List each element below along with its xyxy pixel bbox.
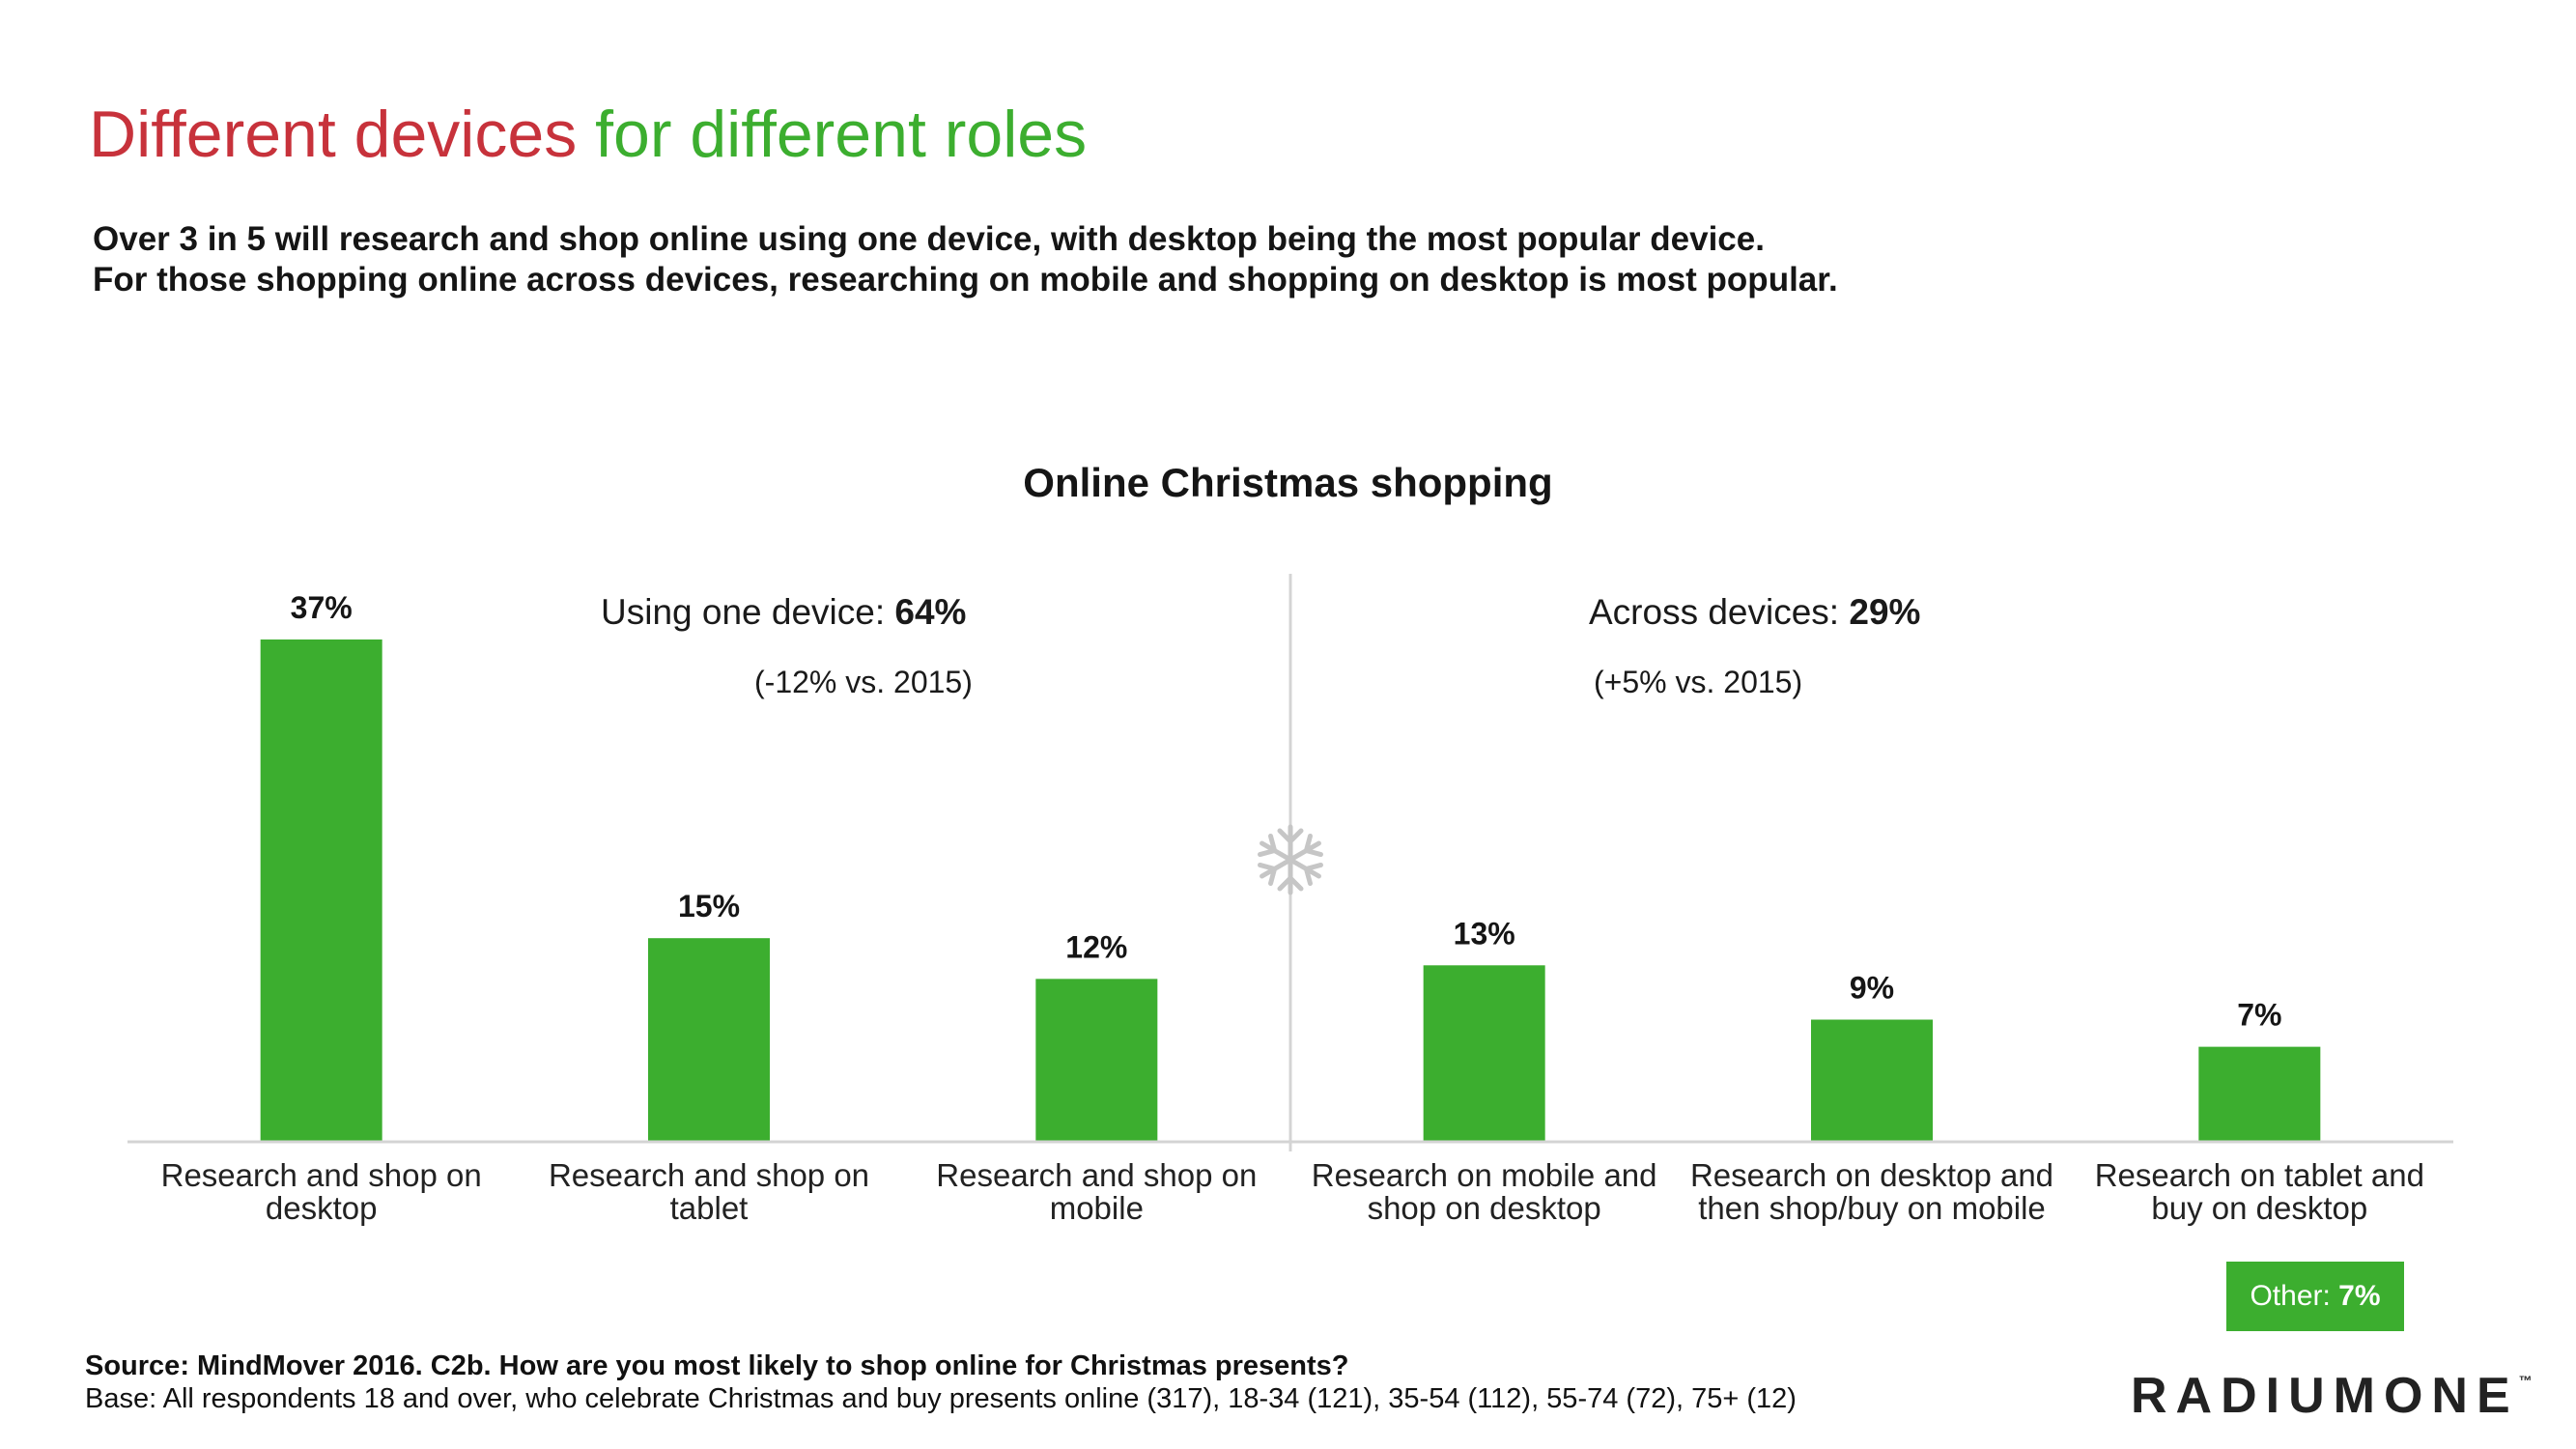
bar	[2198, 1046, 2321, 1142]
bar-value-label: 7%	[2237, 998, 2281, 1033]
bars-layer: 37% 15% 12% 13% 9% 7%	[260, 590, 2321, 1142]
chart-title: Online Christmas shopping	[1023, 460, 1553, 505]
bar	[1811, 1019, 1933, 1142]
bar-value-label: 13%	[1454, 916, 1515, 951]
one-device-note: (-12% vs. 2015)	[754, 665, 973, 699]
category-label-line: Research on tablet and	[2095, 1157, 2424, 1193]
bar	[1423, 965, 1545, 1142]
category-label-line: Research on mobile and	[1312, 1157, 1657, 1193]
bar	[648, 938, 770, 1142]
title-part-red: Different devices	[89, 98, 578, 171]
one-device-label-text: Using one device:	[601, 592, 895, 632]
bar	[1035, 979, 1158, 1142]
logo-text: RADIUMONE	[2131, 1368, 2519, 1424]
other-badge: Other: 7%	[2226, 1262, 2404, 1331]
bar-value-label: 12%	[1065, 929, 1127, 964]
subtitle-line-2: For those shopping online across devices…	[93, 261, 1838, 298]
across-devices-label: Across devices: 29%	[1589, 592, 1920, 633]
across-devices-value: 29%	[1849, 592, 1921, 632]
category-label-line: buy on desktop	[2151, 1190, 2367, 1226]
category-label-line: mobile	[1050, 1190, 1144, 1226]
category-label: Research on tablet and buy on desktop	[2095, 1157, 2424, 1226]
category-label-line: desktop	[266, 1190, 378, 1226]
source-note: Source: MindMover 2016. C2b. How are you…	[85, 1350, 1349, 1381]
one-device-label: Using one device: 64%	[601, 592, 966, 633]
category-label-line: tablet	[670, 1190, 749, 1226]
group-divider	[1258, 574, 1323, 1151]
category-label-line: Research and shop on	[936, 1157, 1257, 1193]
bar-chart: 37%15%12% 13%9%7% Research and shop on des…	[127, 574, 2453, 1226]
bar-value-label: 37%	[291, 590, 353, 625]
one-device-value: 64%	[894, 592, 967, 632]
page-title: Different devices for different roles	[89, 99, 1087, 171]
logo-trademark: ™	[2518, 1373, 2533, 1388]
across-devices-label-text: Across devices:	[1589, 592, 1850, 632]
other-label: Other:	[2250, 1280, 2339, 1312]
base-note: Base: All respondents 18 and over, who c…	[85, 1383, 1797, 1414]
radiumone-logo: RADIUMONE™	[2131, 1367, 2533, 1425]
other-value: 7%	[2338, 1280, 2381, 1312]
bar-value-label: 15%	[678, 889, 740, 923]
across-devices-note: (+5% vs. 2015)	[1594, 665, 1803, 699]
bar-value-label: 9%	[1850, 971, 1894, 1006]
bar	[260, 639, 382, 1142]
snowflake-icon	[1258, 824, 1323, 895]
category-label: Research on desktop and then shop/buy on …	[1690, 1157, 2053, 1226]
category-label: Research and shop on desktop	[161, 1157, 482, 1226]
category-label-line: Research on desktop and	[1690, 1157, 2053, 1193]
category-label-line: shop on desktop	[1368, 1190, 1601, 1226]
category-label: Research and shop on mobile	[936, 1157, 1257, 1226]
subtitle-line-1: Over 3 in 5 will research and shop onlin…	[93, 220, 1765, 258]
category-label-line: then shop/buy on mobile	[1698, 1190, 2046, 1226]
category-label: Research and shop on tablet	[549, 1157, 869, 1226]
title-part-green: for different roles	[577, 98, 1088, 171]
category-label-line: Research and shop on	[161, 1157, 482, 1193]
category-label-line: Research and shop on	[549, 1157, 869, 1193]
category-label: Research on mobile and shop on desktop	[1312, 1157, 1657, 1226]
